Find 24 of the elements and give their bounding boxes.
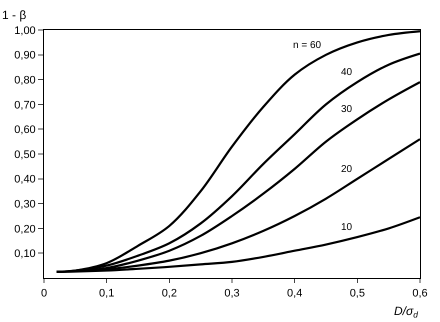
series-label: 10	[341, 222, 353, 233]
y-tick-label: 1,00	[14, 24, 36, 37]
y-tick-label: 0,20	[14, 223, 36, 236]
x-tick-label: 0,2	[162, 287, 177, 300]
y-tick-label: 0,10	[14, 248, 36, 260]
series-label: 20	[341, 164, 353, 175]
y-tick-label: 0,80	[14, 74, 36, 86]
x-tick-label: 0	[40, 287, 48, 300]
y-tick-label: 0,30	[14, 198, 36, 210]
series-label: 40	[341, 67, 353, 78]
y-tick-label: 0,70	[14, 99, 36, 112]
x-tick-label: 0,4	[287, 287, 302, 300]
x-tick-label: 0,3	[224, 287, 240, 300]
series-label: n = 60	[293, 40, 322, 51]
x-tick-label: 0,5	[350, 287, 365, 300]
y-axis-title: 1 - β	[2, 8, 26, 22]
x-tick-label: 0,6	[412, 287, 428, 300]
y-tick-label: 0,50	[14, 148, 36, 161]
x-axis-title: D/σ$_{d}$	[394, 304, 418, 320]
y-tick-label: 0,90	[14, 50, 36, 62]
series-label: 30	[341, 104, 353, 115]
y-tick-label: 0,40	[14, 174, 36, 186]
y-tick-label: 0,60	[14, 124, 36, 136]
x-tick-label: 0,1	[99, 287, 114, 300]
